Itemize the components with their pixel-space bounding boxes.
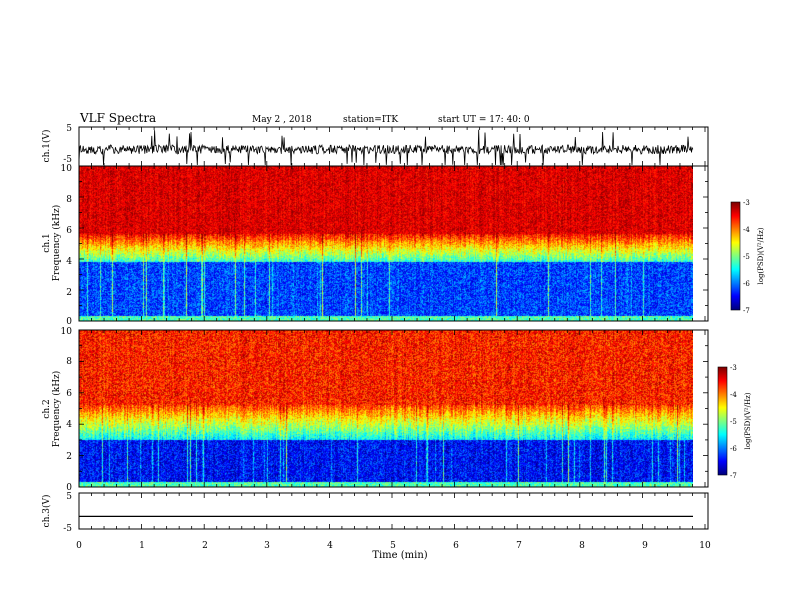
x-axis-label: Time (min) — [372, 550, 427, 561]
colorbar-1-frame — [730, 201, 741, 311]
spec2-ylabel-frequency: Frequency (kHz) — [51, 371, 62, 448]
colorbar-2-tick-minus5: -5 — [730, 418, 737, 426]
spec2-ytick-0: 0 — [66, 483, 72, 493]
spec1-ylabel-frequency: Frequency (kHz) — [51, 205, 62, 282]
ch3-waveform-frame — [78, 492, 709, 530]
colorbar-2-frame — [717, 366, 728, 476]
spec2-ytick-6: 6 — [66, 389, 72, 399]
figure-title: VLF Spectra — [79, 111, 156, 125]
colorbar-2-tick-minus3: -3 — [730, 364, 737, 372]
ch3-waveform-ylabel: ch.3(V) — [41, 495, 52, 528]
ch3-ytick-minus5: -5 — [63, 524, 72, 534]
colorbar-2-label: log(PSD)(V²/Hz) — [744, 392, 752, 449]
xtick-10: 10 — [699, 541, 711, 551]
spec1-ytick-8: 8 — [66, 195, 72, 205]
xtick-6: 6 — [453, 541, 459, 551]
xtick-4: 4 — [327, 541, 333, 551]
header-station: station=ITK — [343, 115, 398, 125]
colorbar-1-label: log(PSD)(V²/Hz) — [757, 227, 765, 284]
xtick-0: 0 — [76, 541, 82, 551]
colorbar-2-gradient — [718, 367, 727, 475]
xtick-2: 2 — [202, 541, 208, 551]
spec1-ytick-4: 4 — [66, 257, 72, 267]
colorbar-1-tick-minus4: -4 — [743, 226, 750, 234]
spec2-ylabel-channel: ch.2 — [42, 399, 52, 418]
xtick-8: 8 — [579, 541, 585, 551]
ch1-waveform-ylabel: ch.1(V) — [41, 130, 52, 163]
spec1-ytick-0: 0 — [66, 317, 72, 327]
colorbar-1-tick-minus6: -6 — [743, 280, 750, 288]
xtick-9: 9 — [642, 541, 648, 551]
ch1-ytick-5: 5 — [66, 124, 72, 134]
header-start-time: start UT = 17: 40: 0 — [438, 115, 530, 125]
colorbar-2-tick-minus6: -6 — [730, 445, 737, 453]
ch2-spectrogram-image — [79, 330, 693, 487]
xtick-5: 5 — [390, 541, 396, 551]
spec2-ytick-2: 2 — [66, 452, 72, 462]
header-date: May 2 , 2018 — [252, 115, 312, 125]
colorbar-1-tick-minus5: -5 — [743, 253, 750, 261]
xtick-7: 7 — [516, 541, 522, 551]
xtick-1: 1 — [139, 541, 145, 551]
spec2-ytick-10: 10 — [61, 327, 73, 337]
xtick-3: 3 — [264, 541, 270, 551]
ch1-ytick-minus5: -5 — [63, 155, 72, 165]
spec1-ylabel-channel: ch.1 — [42, 233, 52, 252]
spec1-ytick-10: 10 — [61, 164, 73, 174]
colorbar-1-tick-minus7: -7 — [743, 307, 750, 315]
spec1-ytick-6: 6 — [66, 226, 72, 236]
axis-ticks — [78, 127, 708, 529]
colorbar-1-gradient — [731, 202, 740, 310]
spec2-ytick-8: 8 — [66, 357, 72, 367]
spec2-ytick-4: 4 — [66, 420, 72, 430]
ch3-ytick-5: 5 — [66, 492, 72, 502]
colorbar-1-tick-minus3: -3 — [743, 199, 750, 207]
ch1-spectrogram-image — [79, 166, 693, 321]
ch1-waveform-trace — [78, 129, 694, 166]
spec1-ytick-2: 2 — [66, 288, 72, 298]
colorbar-2-tick-minus4: -4 — [730, 391, 737, 399]
colorbar-2-tick-minus7: -7 — [730, 472, 737, 480]
